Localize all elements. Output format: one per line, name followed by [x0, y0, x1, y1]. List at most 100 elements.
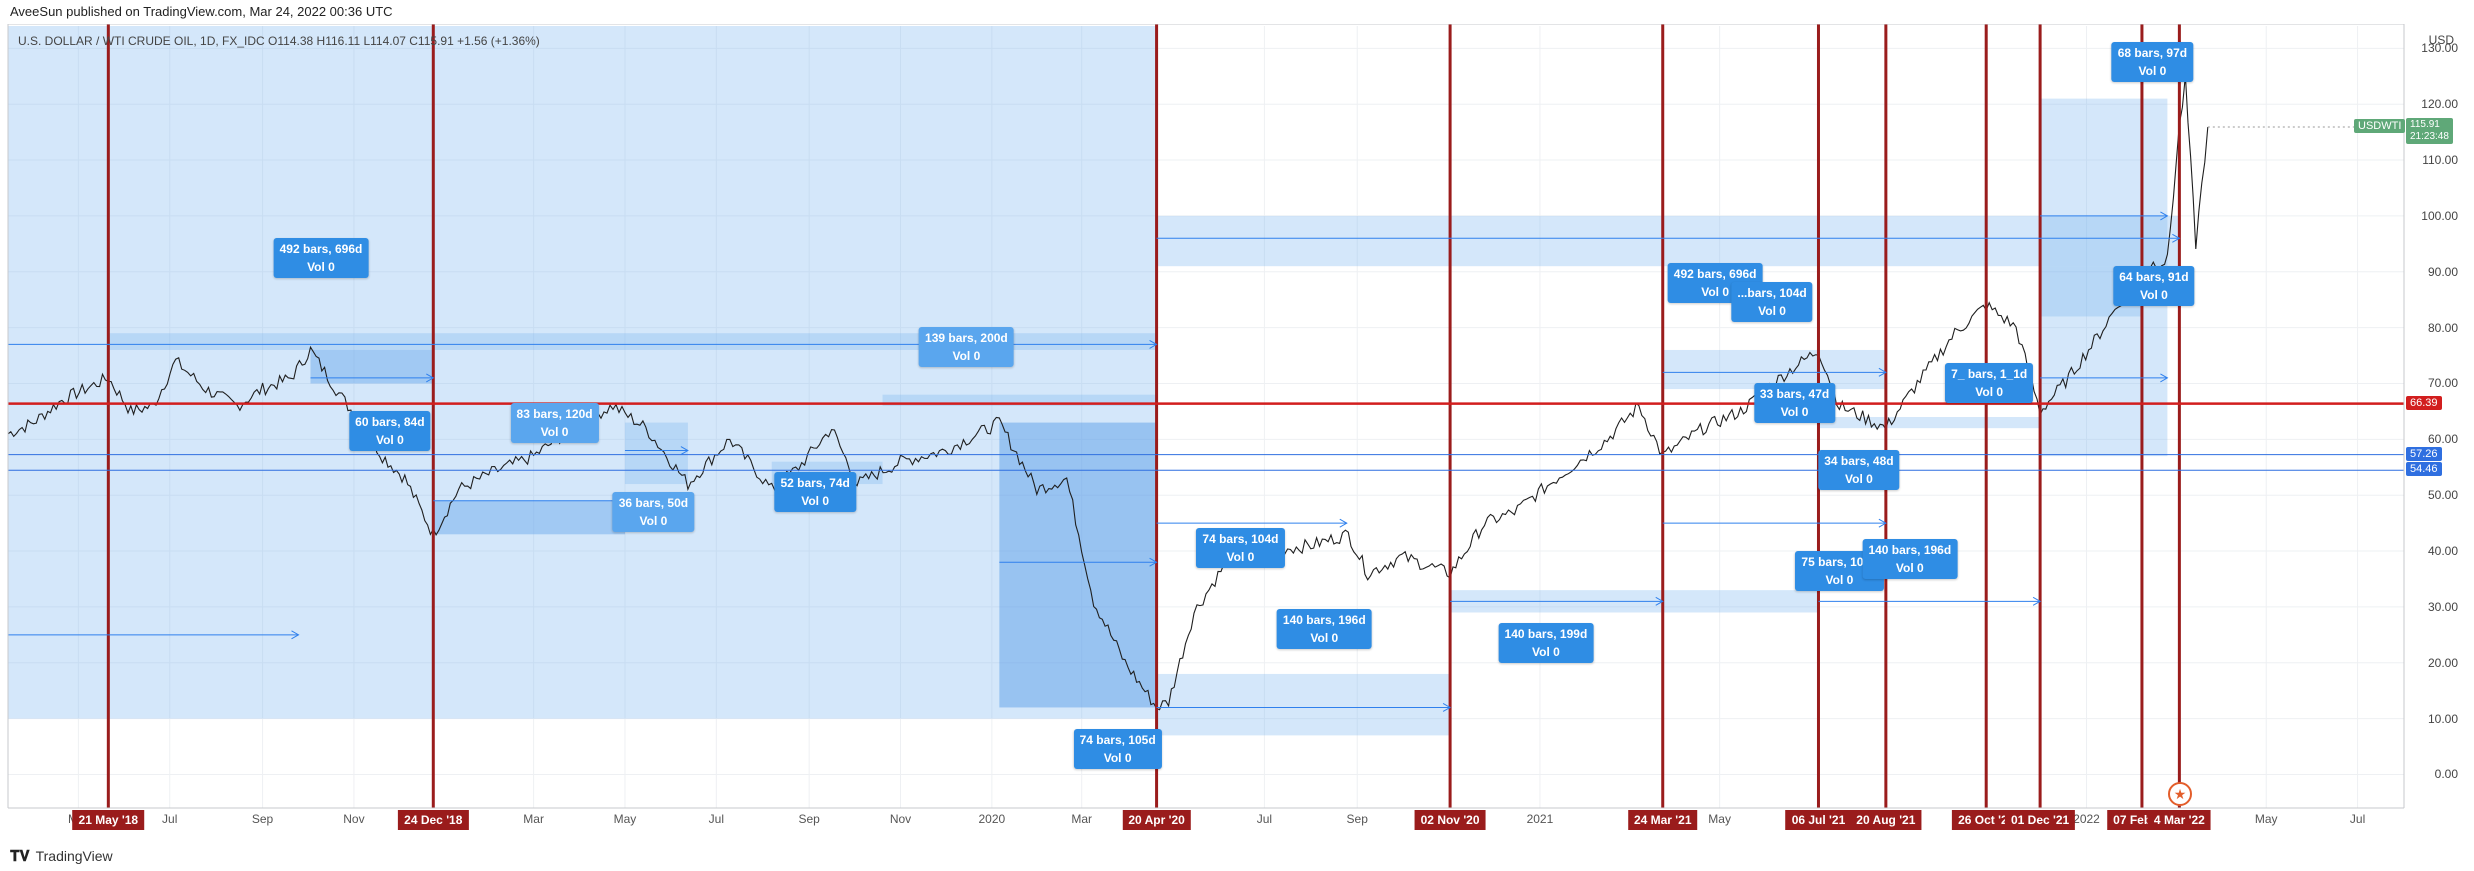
annotation-bars-days: 60 bars, 84d	[355, 414, 425, 429]
measure-annotation-box: 34 bars, 48d Vol 0	[1818, 450, 1900, 491]
range-rect	[1818, 417, 2041, 429]
currency-label: USD	[2428, 33, 2454, 47]
range-rect	[624, 422, 688, 485]
x-tick-label: Mar	[523, 812, 544, 826]
arrow-head	[2172, 233, 2181, 243]
annotation-bars-days: 492 bars, 696d	[279, 241, 363, 256]
annotation-volume: Vol 0	[2138, 64, 2167, 79]
measure-annotation-box: 74 bars, 104d Vol 0	[1196, 528, 1285, 569]
y-tick-label: 50.00	[2427, 488, 2458, 503]
annotation-volume: Vol 0	[1895, 561, 1924, 576]
annotation-volume: Vol 0	[2140, 287, 2168, 302]
level-price-tag: 54.46	[2406, 462, 2442, 477]
measure-annotation-box: 36 bars, 50d Vol 0	[612, 491, 695, 532]
annotation-bars-days: 34 bars, 48d	[1824, 454, 1894, 469]
annotation-volume: Vol 0	[1975, 385, 2004, 400]
tradingview-logo-icon: 𝐓𝐕	[10, 848, 30, 865]
x-tick-label: Mar	[1071, 812, 1093, 826]
date-marker-tag: 21 May '18	[72, 810, 145, 830]
annotation-volume: Vol 0	[801, 494, 830, 509]
annotation-bars-days: 7_ bars, 1_1d	[1951, 367, 2028, 382]
annotation-bars-days: 140 bars, 196d	[1282, 613, 1366, 628]
y-tick-label: 20.00	[2427, 655, 2458, 670]
arrow-head	[1878, 367, 1887, 377]
date-marker-tag: 06 Jul '21	[1785, 810, 1852, 830]
measure-annotation-box: 64 bars, 91d Vol 0	[2113, 265, 2195, 306]
y-tick-label: 80.00	[2427, 320, 2458, 335]
annotation-bars-days: 75 bars, 105d	[1801, 554, 1878, 569]
last-symbol-tag: USDWTI	[2354, 119, 2406, 134]
arrow-head	[680, 446, 689, 455]
x-tick-label: 2020	[978, 812, 1006, 826]
measure-annotation-box: 68 bars, 97d Vol 0	[2111, 42, 2194, 83]
x-tick-label: Sep	[1346, 812, 1368, 826]
x-tick-label: Jul	[2349, 812, 2366, 826]
range-rect	[433, 500, 625, 535]
measure-annotation-box: 7_ bars, 1_1d Vol 0	[1945, 363, 2034, 404]
annotation-volume: Vol 0	[1532, 645, 1560, 660]
measure-annotation-box: ...bars, 104d Vol 0	[1731, 282, 1813, 323]
x-tick-label: Jul	[708, 812, 724, 826]
annotation-bars-days: 492 bars, 696d	[1673, 266, 1757, 281]
annotation-volume: Vol 0	[1226, 550, 1255, 565]
x-tick-label: Jul	[162, 812, 178, 826]
range-rect	[8, 26, 1157, 719]
arrow-head	[1339, 518, 1348, 528]
measure-annotation-box: 83 bars, 120d Vol 0	[510, 402, 599, 443]
annotation-volume: Vol 0	[1845, 472, 1873, 487]
x-tick-label: Sep	[798, 812, 820, 826]
y-tick-label: 70.00	[2427, 376, 2458, 391]
x-tick-label: 2022	[2073, 812, 2100, 826]
measure-annotation-box: 60 bars, 84d Vol 0	[349, 410, 431, 451]
annotation-bars-days: 36 bars, 50d	[618, 495, 689, 510]
x-tick-label: Nov	[889, 812, 912, 826]
axes	[7, 24, 2405, 809]
annotation-bars-days: 33 bars, 47d	[1759, 387, 1830, 402]
y-tick-label: 110.00	[2422, 153, 2458, 168]
measure-annotation-box: 52 bars, 74d Vol 0	[774, 472, 856, 513]
range-rect	[882, 394, 1157, 406]
annotation-volume: Vol 0	[540, 424, 569, 439]
x-tick-label: 2021	[1526, 812, 1554, 826]
level-price-tag: 66.39	[2406, 395, 2442, 410]
x-tick-label: May	[613, 812, 637, 826]
range-rect	[1156, 673, 1451, 736]
last-price-tag: 115.91 21:23:48	[2406, 118, 2453, 145]
annotation-bars-days: 52 bars, 74d	[780, 476, 850, 491]
us-flag-icon[interactable]: ★	[2168, 782, 2192, 806]
date-marker-tag: 20 Apr '20	[1122, 810, 1191, 830]
footer: 𝐓𝐕 TradingView	[0, 842, 2474, 870]
range-rect	[1662, 349, 1886, 390]
arrow-head	[1149, 557, 1158, 567]
level-price-tag: 57.26	[2406, 446, 2442, 461]
horizontal-levels	[8, 126, 2404, 471]
published-text: AveeSun published on TradingView.com, Ma…	[10, 4, 393, 19]
measure-annotation-box: 140 bars, 196d Vol 0	[1862, 539, 1958, 580]
annotation-volume: Vol 0	[952, 349, 981, 364]
annotation-volume: Vol 0	[307, 259, 335, 274]
range-rect	[1156, 215, 2180, 267]
annotation-volume: Vol 0	[1780, 405, 1809, 420]
price-chart[interactable]	[0, 24, 2474, 842]
annotation-volume: Vol 0	[1825, 572, 1854, 587]
range-rect	[108, 333, 1157, 350]
last-price-value: 115.91	[2410, 119, 2440, 131]
annotation-bars-days: 74 bars, 105d	[1079, 733, 1156, 748]
date-marker-tag: 01 Dec '21	[2004, 810, 2076, 830]
annotation-volume: Vol 0	[375, 432, 404, 447]
x-tick-label: Nov	[343, 812, 365, 826]
arrow-head	[1149, 339, 1158, 349]
annotation-bars-days: 140 bars, 196d	[1868, 543, 1952, 558]
bar-countdown: 21:23:48	[2410, 131, 2449, 143]
measure-annotation-box: 492 bars, 696d Vol 0	[273, 237, 369, 278]
annotation-volume: Vol 0	[1103, 751, 1132, 766]
measure-annotation-box: 140 bars, 196d Vol 0	[1276, 609, 1372, 650]
symbol-info: U.S. DOLLAR / WTI CRUDE OIL, 1D, FX_IDC …	[18, 34, 540, 48]
grid	[8, 26, 2404, 808]
x-tick-label: Jul	[1256, 812, 1273, 826]
annotation-bars-days: 140 bars, 199d	[1504, 627, 1588, 642]
arrow-head	[1878, 518, 1887, 528]
annotation-volume: Vol 0	[639, 513, 668, 528]
annotation-bars-days: 139 bars, 200d	[925, 331, 1008, 346]
y-tick-label: 30.00	[2427, 599, 2458, 614]
